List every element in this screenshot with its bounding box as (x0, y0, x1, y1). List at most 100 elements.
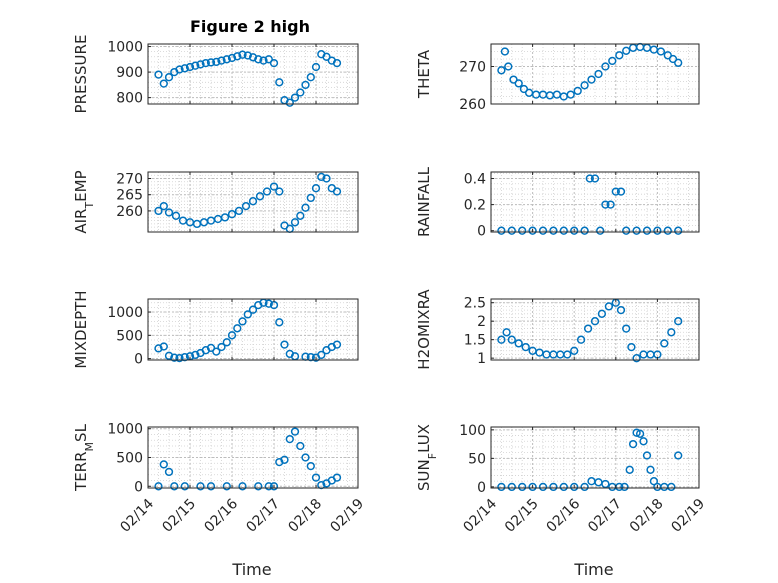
data-point (549, 482, 558, 492)
axes-frame (490, 426, 700, 489)
axes-frame (490, 171, 700, 233)
data-point (290, 218, 300, 227)
data-point (175, 65, 184, 74)
x-tick-label: 02/16 (201, 496, 241, 536)
data-point (601, 200, 610, 209)
y-axis-label: MIXDEPTH (72, 290, 90, 368)
data-point (262, 187, 272, 196)
data-point (500, 47, 510, 56)
data-point (217, 56, 226, 65)
data-point (254, 482, 263, 491)
x-tick-label: 02/17 (243, 496, 283, 536)
data-point (332, 340, 342, 349)
data-point (301, 203, 310, 212)
data-point (306, 353, 315, 362)
data-point (628, 439, 638, 449)
axes-frame (147, 298, 359, 361)
x-tick-label: 02/19 (327, 496, 367, 536)
data-point (311, 184, 321, 193)
y-tick-label: 260 (459, 97, 486, 113)
data-point (296, 441, 305, 451)
data-point (538, 482, 548, 492)
data-point (311, 473, 321, 482)
x-tick-label: 02/15 (502, 496, 542, 536)
y-axis-label-part: LUX (415, 424, 433, 453)
subplot-pressure: 800 900 1000 PRESSURE (72, 35, 359, 113)
data-point (285, 434, 294, 444)
data-point (164, 351, 174, 360)
data-point (674, 226, 683, 235)
data-point (264, 482, 273, 491)
data-point (248, 305, 258, 314)
axes-frame (490, 43, 700, 105)
data-point (594, 69, 603, 79)
data-point (616, 187, 626, 196)
data-point (549, 226, 558, 235)
x-tick-label: 02/14 (117, 496, 157, 536)
x-tick-label: 02/18 (285, 496, 325, 536)
data-point (280, 455, 289, 464)
subplot-mixdepth: 0 500 1000 MIXDEPTH (72, 290, 359, 369)
data-point (227, 53, 237, 63)
data-point (306, 193, 315, 203)
data-point (238, 317, 247, 326)
data-point (238, 482, 247, 491)
y-axis-label-part: EMP (72, 170, 90, 201)
data-point (227, 331, 237, 340)
data-point (241, 201, 251, 211)
data-point (667, 328, 676, 337)
y-axis-label: RAINFALL (415, 166, 433, 237)
y-tick-label: 1000 (107, 305, 143, 321)
data-point (164, 467, 174, 477)
data-point (191, 61, 200, 70)
axes-frame (147, 43, 359, 105)
y-axis-label-part: AIR (72, 209, 90, 234)
data-point (518, 226, 527, 235)
data-point (332, 58, 342, 68)
data-point (159, 201, 168, 211)
data-point (154, 206, 163, 216)
data-point (627, 342, 636, 352)
data-point (642, 451, 652, 460)
subplot-terr_msl: 0 500 1000 02/14 02/15 02/16 02/17 02/18 02/19 TE… (72, 422, 367, 536)
data-point (674, 317, 683, 326)
data-point (585, 174, 594, 183)
data-point (597, 309, 607, 318)
data-point (222, 338, 231, 347)
data-point (507, 226, 516, 235)
data-point (620, 482, 629, 492)
data-point (668, 54, 678, 64)
y-tick-label: 265 (116, 188, 143, 204)
data-point (301, 80, 310, 90)
data-point (559, 226, 568, 235)
subplot-h2omixra: 1 1.5 2 2.5 H2OMIXRA (415, 289, 700, 370)
data-point (570, 482, 579, 492)
data-point (649, 477, 659, 486)
data-point (206, 58, 216, 67)
data-point (264, 55, 273, 64)
y-tick-label: 2 (477, 314, 486, 330)
data-point (180, 353, 189, 362)
x-tick-label: 02/15 (159, 496, 199, 536)
x-tick-label: 02/18 (627, 496, 667, 536)
data-point (608, 56, 617, 66)
data-point (653, 226, 662, 235)
data-point (212, 347, 221, 356)
data-point (528, 482, 537, 492)
data-point (170, 482, 179, 491)
data-point (233, 324, 242, 333)
data-point (175, 353, 184, 363)
data-point (269, 482, 279, 491)
data-point (611, 187, 620, 196)
y-axis-label-part: M (83, 442, 96, 452)
data-point (220, 213, 230, 222)
data-point (332, 187, 342, 196)
y-tick-label: 1 (477, 351, 486, 367)
data-point (656, 47, 666, 56)
data-point (632, 428, 641, 437)
data-point (635, 429, 645, 438)
data-point (559, 482, 568, 492)
data-point (332, 473, 342, 482)
data-point (275, 78, 284, 87)
